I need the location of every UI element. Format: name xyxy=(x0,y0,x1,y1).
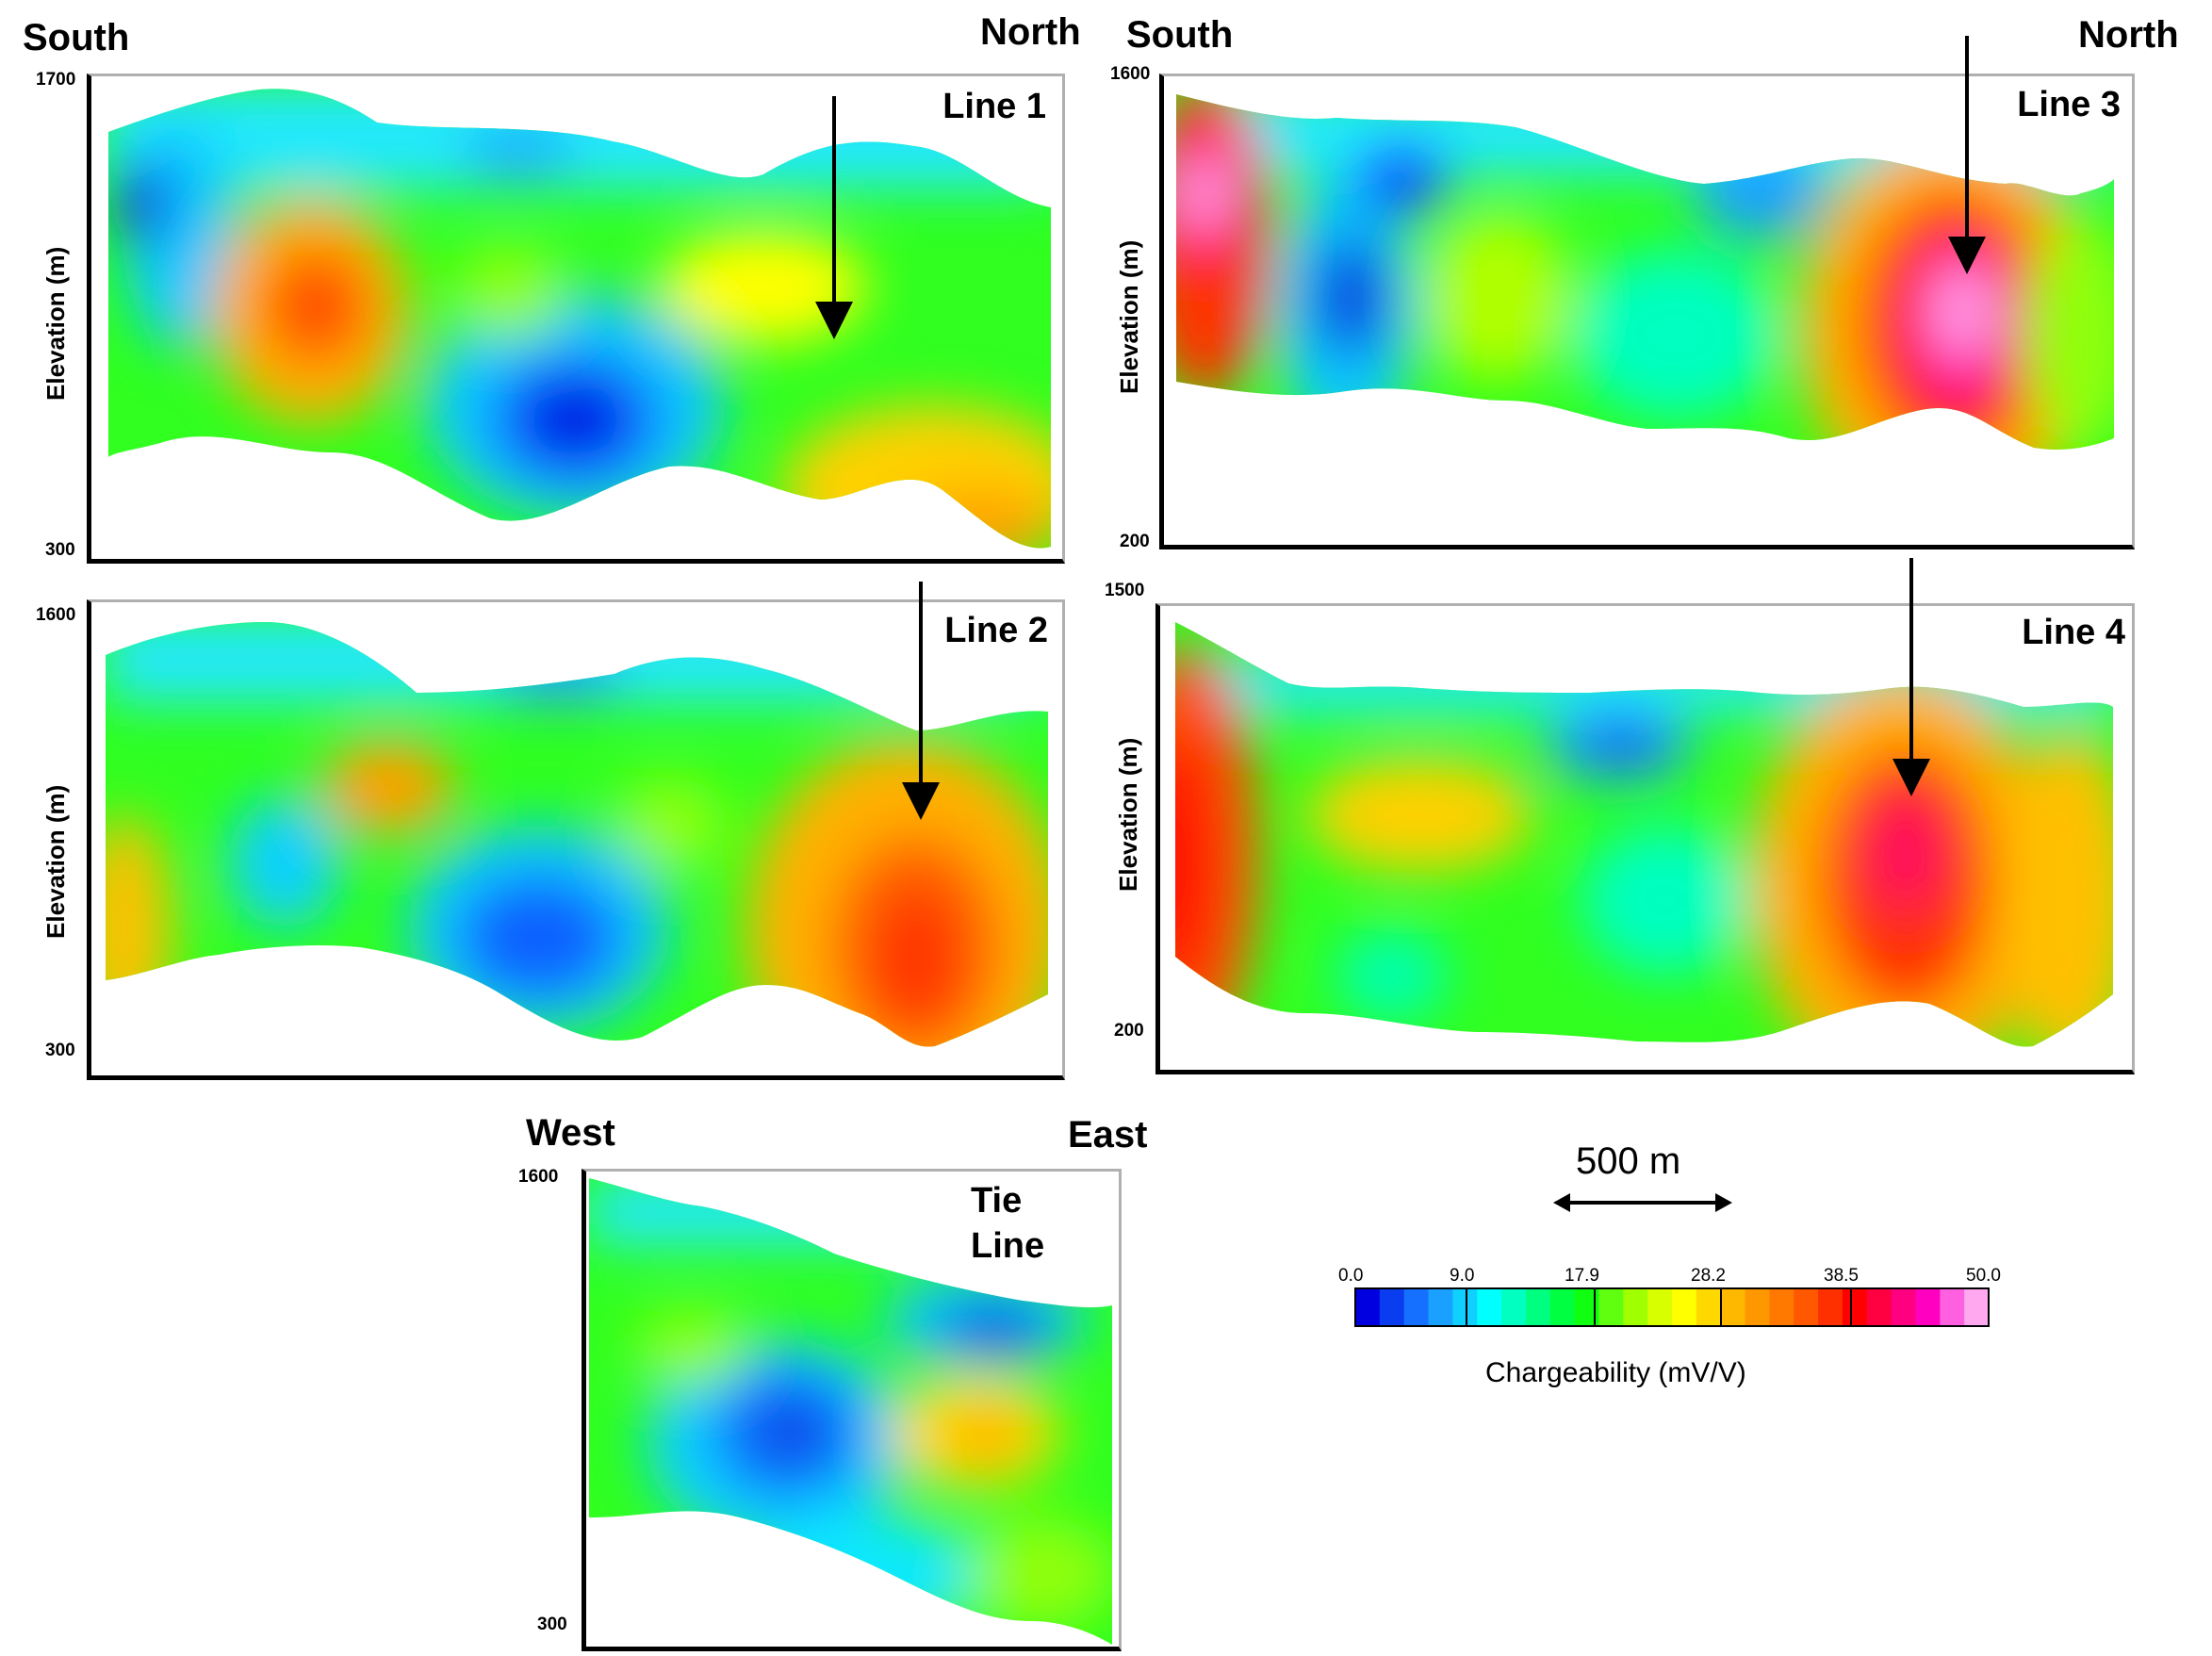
colorbar-swatch xyxy=(1964,1288,1990,1326)
colorbar-swatch xyxy=(1818,1288,1843,1326)
colorbar-swatch xyxy=(1940,1288,1965,1326)
colorbar-tick-5: 50.0 xyxy=(1966,1266,2001,1286)
colorbar-swatch xyxy=(1623,1288,1648,1326)
line3-arrow xyxy=(1948,36,1986,274)
line3-ytick-top: 1600 xyxy=(1110,64,1151,84)
tie-title-line1: Tie xyxy=(971,1181,1023,1221)
line1-arrow xyxy=(815,96,853,339)
colorbar-swatch xyxy=(1866,1288,1892,1326)
colorbar-swatch xyxy=(1355,1288,1381,1326)
tie-east-label: East xyxy=(1068,1114,1148,1156)
colorbar-tick-1: 9.0 xyxy=(1450,1266,1475,1286)
line1-ytick-bottom: 300 xyxy=(45,540,75,560)
colorbar-swatch xyxy=(1720,1288,1746,1326)
line3-north-label: North xyxy=(2078,14,2179,56)
colorbar-label: Chargeability (mV/V) xyxy=(1485,1357,1746,1388)
line1-title: Line 1 xyxy=(942,87,1046,126)
line1-ytick-top: 1700 xyxy=(36,70,76,90)
line2-ytick-top: 1600 xyxy=(36,605,76,625)
colorbar-tick-0: 0.0 xyxy=(1338,1266,1364,1286)
colorbar-swatch xyxy=(1452,1288,1478,1326)
tie-ytick-bottom: 300 xyxy=(537,1615,567,1634)
colorbar-swatch xyxy=(1769,1288,1794,1326)
tie-ytick-top: 1600 xyxy=(518,1167,559,1187)
line3-section xyxy=(1176,94,2114,450)
colorbar-swatch xyxy=(1501,1288,1527,1326)
line1-ylabel: Elevation (m) xyxy=(41,246,70,401)
colorbar-tick-4: 38.5 xyxy=(1824,1266,1859,1286)
line4-ytick-top: 1500 xyxy=(1105,581,1145,600)
colorbar-swatch xyxy=(1745,1288,1770,1326)
line3-title: Line 3 xyxy=(2017,85,2121,124)
line2-ytick-bottom: 300 xyxy=(45,1041,75,1060)
colorbar-tick-3: 28.2 xyxy=(1691,1266,1726,1286)
colorbar-swatch xyxy=(1403,1288,1430,1326)
colorbar-swatch xyxy=(1428,1288,1453,1326)
line4-section xyxy=(1175,622,2113,1047)
scale-bar-arrow xyxy=(1553,1193,1732,1212)
tie-section xyxy=(589,1178,1112,1645)
colorbar-swatch xyxy=(1794,1288,1819,1326)
tie-west-label: West xyxy=(526,1112,615,1154)
line3-ytick-bottom: 200 xyxy=(1120,532,1150,551)
colorbar-swatch xyxy=(1915,1288,1941,1326)
colorbar-swatch xyxy=(1647,1288,1673,1326)
line4-ylabel: Elevation (m) xyxy=(1114,737,1142,892)
colorbar xyxy=(1354,1287,1990,1327)
line3-frame xyxy=(1159,74,2135,549)
tie-title: Tie Line xyxy=(971,1178,1065,1269)
line1-frame xyxy=(87,74,1065,564)
line2-title: Line 2 xyxy=(944,611,1048,650)
colorbar-tick-2: 17.9 xyxy=(1565,1266,1599,1286)
line3-ylabel: Elevation (m) xyxy=(1115,239,1143,394)
line4-title: Line 4 xyxy=(2022,613,2125,652)
colorbar-swatch xyxy=(1891,1288,1916,1326)
tie-frame xyxy=(582,1169,1122,1651)
colorbar-swatch xyxy=(1842,1288,1868,1326)
line4-ytick-bottom: 200 xyxy=(1114,1021,1144,1041)
line4-arrow xyxy=(1892,558,1930,796)
colorbar-ticks: 0.0 9.0 17.9 28.2 38.5 50.0 xyxy=(1319,1263,2036,1301)
tie-title-line2: Line xyxy=(971,1226,1045,1266)
line2-arrow xyxy=(902,582,940,820)
line2-frame xyxy=(87,599,1065,1080)
line1-south-label: South xyxy=(23,17,130,58)
colorbar-border xyxy=(1354,1287,1990,1327)
scale-bar-label: 500 m xyxy=(1576,1140,1681,1182)
colorbar-swatch xyxy=(1525,1288,1551,1326)
line3-south-label: South xyxy=(1126,14,1234,56)
line1-north-label: North xyxy=(980,11,1081,53)
colorbar-swatch xyxy=(1549,1288,1576,1326)
colorbar-swatch xyxy=(1672,1288,1697,1326)
colorbar-swatch xyxy=(1574,1288,1599,1326)
colorbar-swatch xyxy=(1379,1288,1405,1326)
colorbar-swatch xyxy=(1477,1288,1502,1326)
line4-frame xyxy=(1155,603,2135,1074)
colorbar-swatch xyxy=(1696,1288,1722,1326)
line2-ylabel: Elevation (m) xyxy=(41,784,70,939)
colorbar-swatch xyxy=(1598,1288,1624,1326)
line2-section xyxy=(106,622,1048,1047)
line1-section xyxy=(108,89,1051,549)
